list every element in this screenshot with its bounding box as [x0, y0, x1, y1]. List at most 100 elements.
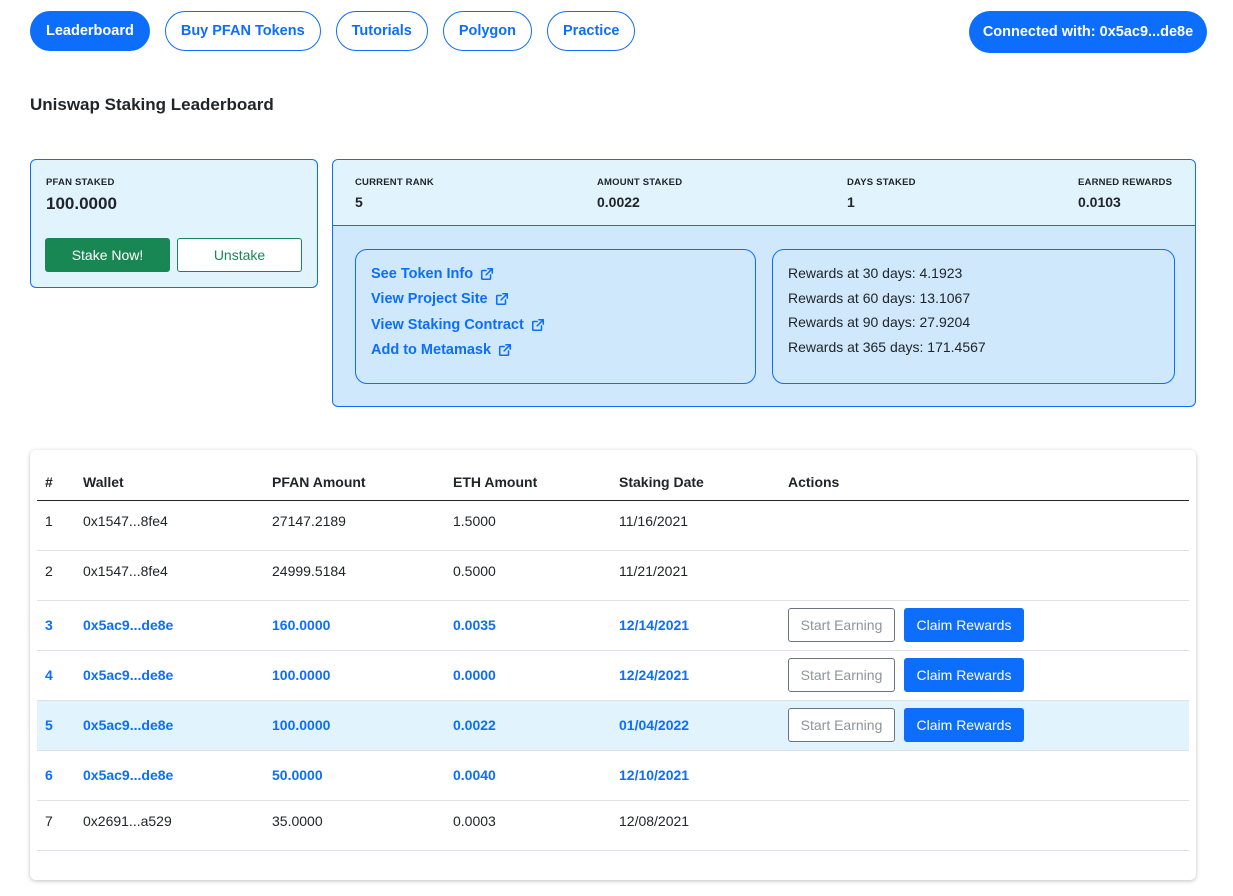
cell-pfan: 50.0000: [264, 750, 445, 801]
cell-rank: 2: [37, 550, 75, 601]
days-staked-label: DAYS STAKED: [847, 177, 916, 188]
reward-30-days: Rewards at 30 days: 4.1923: [788, 265, 963, 281]
claim-rewards-button[interactable]: Claim Rewards: [904, 708, 1024, 742]
nav-tutorials-button[interactable]: Tutorials: [335, 11, 428, 51]
start-earning-button[interactable]: Start Earning: [788, 608, 895, 642]
cell-wallet: 0x1547...8fe4: [75, 550, 264, 601]
cell-actions: Start Earning Claim Rewards: [780, 700, 1189, 751]
stats-card: CURRENT RANK 5 AMOUNT STAKED 0.0022 DAYS…: [332, 159, 1196, 407]
external-link-icon: [495, 292, 508, 306]
cell-eth: 0.0000: [445, 650, 611, 701]
current-rank-label: CURRENT RANK: [355, 177, 434, 188]
stat-amount-staked: AMOUNT STAKED 0.0022: [597, 177, 682, 210]
cell-eth: 0.0022: [445, 700, 611, 751]
cell-wallet: 0x5ac9...de8e: [75, 750, 264, 801]
page-title: Uniswap Staking Leaderboard: [30, 95, 274, 114]
stats-header: CURRENT RANK 5 AMOUNT STAKED 0.0022 DAYS…: [333, 160, 1195, 226]
nav-leaderboard-button[interactable]: Leaderboard: [30, 11, 150, 51]
cell-date: 11/16/2021: [611, 500, 780, 551]
claim-rewards-button[interactable]: Claim Rewards: [904, 608, 1024, 642]
table-row: 2 0x1547...8fe4 24999.5184 0.5000 11/21/…: [37, 550, 1189, 601]
table-row-own: 4 0x5ac9...de8e 100.0000 0.0000 12/24/20…: [37, 650, 1189, 701]
table-row-own: 6 0x5ac9...de8e 50.0000 0.0040 12/10/202…: [37, 750, 1189, 801]
cell-actions: [780, 750, 1189, 801]
cell-actions: [780, 500, 1189, 551]
cell-date: 12/14/2021: [611, 600, 780, 651]
cell-wallet: 0x2691...a529: [75, 800, 264, 851]
cell-date: 12/24/2021: [611, 650, 780, 701]
cell-date: 12/08/2021: [611, 800, 780, 851]
links-box: See Token Info View Project Site View St…: [355, 249, 756, 384]
external-link-icon: [531, 318, 544, 332]
header-staking-date: Staking Date: [611, 465, 780, 501]
cell-actions: [780, 800, 1189, 851]
cell-eth: 0.0003: [445, 800, 611, 851]
top-nav: Leaderboard Buy PFAN Tokens Tutorials Po…: [30, 11, 636, 51]
nav-buy-pfan-button[interactable]: Buy PFAN Tokens: [164, 11, 321, 51]
cell-rank: 7: [37, 800, 75, 851]
cell-pfan: 35.0000: [264, 800, 445, 851]
leaderboard-card: # Wallet PFAN Amount ETH Amount Staking …: [30, 450, 1196, 880]
pfan-staked-label: PFAN STAKED: [46, 177, 115, 188]
stake-now-button[interactable]: Stake Now!: [45, 238, 170, 272]
external-link-icon: [499, 343, 512, 357]
days-staked-value: 1: [847, 194, 855, 210]
reward-90-days: Rewards at 90 days: 27.9204: [788, 314, 971, 330]
cell-actions: Start Earning Claim Rewards: [780, 600, 1189, 651]
cell-wallet: 0x5ac9...de8e: [75, 700, 264, 751]
cell-pfan: 100.0000: [264, 650, 445, 701]
rewards-box: Rewards at 30 days: 4.1923 Rewards at 60…: [772, 249, 1175, 384]
cell-pfan: 160.0000: [264, 600, 445, 651]
external-link-icon: [481, 267, 494, 281]
current-rank-value: 5: [355, 194, 363, 210]
cell-actions: Start Earning Claim Rewards: [780, 650, 1189, 701]
cell-eth: 0.0035: [445, 600, 611, 651]
view-project-site-link[interactable]: View Project Site: [371, 291, 509, 307]
link-label: View Project Site: [371, 291, 488, 307]
table-row-own: 3 0x5ac9...de8e 160.0000 0.0035 12/14/20…: [37, 600, 1189, 651]
add-to-metamask-link[interactable]: Add to Metamask: [371, 342, 512, 358]
amount-staked-value: 0.0022: [597, 194, 640, 210]
cell-wallet: 0x1547...8fe4: [75, 500, 264, 551]
link-label: See Token Info: [371, 266, 474, 282]
cell-wallet: 0x5ac9...de8e: [75, 600, 264, 651]
see-token-info-link[interactable]: See Token Info: [371, 266, 494, 282]
header-pfan-amount: PFAN Amount: [264, 465, 445, 501]
start-earning-button[interactable]: Start Earning: [788, 658, 895, 692]
cell-date: 12/10/2021: [611, 750, 780, 801]
header-eth-amount: ETH Amount: [445, 465, 611, 501]
cell-rank: 4: [37, 650, 75, 701]
cell-date: 01/04/2022: [611, 700, 780, 751]
stat-days-staked: DAYS STAKED 1: [847, 177, 916, 210]
cell-wallet: 0x5ac9...de8e: [75, 650, 264, 701]
nav-practice-button[interactable]: Practice: [547, 11, 636, 51]
cell-rank: 6: [37, 750, 75, 801]
header-wallet: Wallet: [75, 465, 264, 501]
leaderboard-table: # Wallet PFAN Amount ETH Amount Staking …: [37, 465, 1189, 851]
header-rank: #: [37, 465, 75, 501]
start-earning-button[interactable]: Start Earning: [788, 708, 895, 742]
reward-60-days: Rewards at 60 days: 13.1067: [788, 290, 971, 306]
view-staking-contract-link[interactable]: View Staking Contract: [371, 317, 545, 333]
cell-pfan: 100.0000: [264, 700, 445, 751]
table-row: 1 0x1547...8fe4 27147.2189 1.5000 11/16/…: [37, 500, 1189, 551]
stake-card: PFAN STAKED 100.0000 Stake Now! Unstake: [30, 159, 318, 288]
cell-eth: 0.5000: [445, 550, 611, 601]
unstake-button[interactable]: Unstake: [177, 238, 302, 272]
claim-rewards-button[interactable]: Claim Rewards: [904, 658, 1024, 692]
link-label: View Staking Contract: [371, 317, 524, 333]
connected-wallet-button[interactable]: Connected with: 0x5ac9...de8e: [969, 11, 1207, 53]
cell-rank: 5: [37, 700, 75, 751]
table-row-current: 5 0x5ac9...de8e 100.0000 0.0022 01/04/20…: [37, 700, 1189, 751]
amount-staked-label: AMOUNT STAKED: [597, 177, 683, 188]
pfan-staked-value: 100.0000: [46, 194, 117, 213]
nav-polygon-button[interactable]: Polygon: [442, 11, 533, 51]
link-label: Add to Metamask: [371, 342, 492, 358]
cell-rank: 3: [37, 600, 75, 651]
cell-date: 11/21/2021: [611, 550, 780, 601]
cell-pfan: 27147.2189: [264, 500, 445, 551]
cell-eth: 1.5000: [445, 500, 611, 551]
header-actions: Actions: [780, 465, 1189, 501]
stat-current-rank: CURRENT RANK 5: [355, 177, 434, 210]
earned-rewards-label: EARNED REWARDS: [1078, 177, 1173, 188]
